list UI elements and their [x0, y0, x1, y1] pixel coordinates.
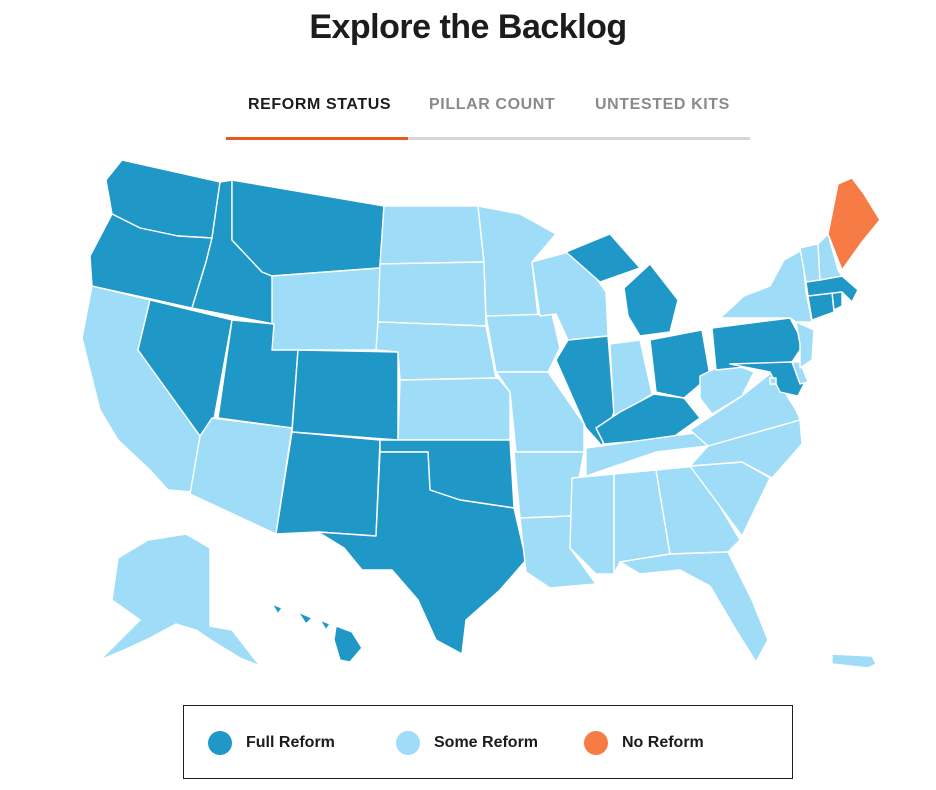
tab-untested-kits[interactable]: UNTESTED KITS	[595, 96, 730, 113]
page-title: Explore the Backlog	[309, 8, 627, 46]
legend-swatch-some-reform	[396, 731, 420, 755]
state-mn[interactable]	[477, 205, 557, 317]
state-nm[interactable]	[275, 431, 381, 537]
state-in[interactable]	[609, 339, 653, 419]
state-wy[interactable]	[271, 267, 381, 351]
state-ga[interactable]	[655, 465, 741, 555]
legend-label-no-reform: No Reform	[622, 734, 704, 751]
state-pa[interactable]	[711, 317, 805, 371]
tab-reform-status[interactable]: REFORM STATUS	[248, 96, 392, 113]
tab-pillar-count[interactable]: PILLAR COUNT	[429, 96, 556, 113]
state-hi[interactable]	[271, 603, 363, 663]
state-me[interactable]	[827, 177, 881, 271]
legend-item-no-reform: No Reform	[584, 731, 704, 755]
state-ks[interactable]	[397, 377, 511, 441]
state-dc[interactable]	[769, 377, 777, 385]
state-co[interactable]	[291, 349, 399, 441]
state-mi[interactable]	[565, 233, 679, 337]
legend-item-full-reform: Full Reform	[208, 731, 335, 755]
us-map	[0, 150, 936, 690]
state-oh[interactable]	[649, 329, 711, 399]
state-az[interactable]	[189, 417, 293, 535]
state-tx[interactable]	[317, 451, 527, 655]
tab-bar: REFORM STATUS PILLAR COUNT UNTESTED KITS	[226, 94, 750, 140]
legend-label-full-reform: Full Reform	[246, 734, 335, 751]
state-ms[interactable]	[569, 473, 615, 575]
legend-swatch-full-reform	[208, 731, 232, 755]
state-ky[interactable]	[595, 393, 701, 445]
state-nh[interactable]	[817, 233, 843, 281]
state-fl[interactable]	[619, 551, 769, 663]
state-ri[interactable]	[831, 291, 843, 311]
state-nj[interactable]	[795, 321, 815, 369]
legend-item-some-reform: Some Reform	[396, 731, 538, 755]
legend-swatch-no-reform	[584, 731, 608, 755]
legend: Full Reform Some Reform No Reform	[183, 705, 793, 779]
state-ia[interactable]	[485, 313, 561, 373]
state-de[interactable]	[791, 361, 809, 385]
state-ny[interactable]	[719, 249, 813, 323]
state-ak[interactable]	[99, 533, 261, 667]
state-mt[interactable]	[231, 179, 385, 277]
state-nd[interactable]	[379, 205, 485, 265]
legend-label-some-reform: Some Reform	[434, 734, 539, 751]
state-pr[interactable]	[831, 653, 877, 669]
active-tab-indicator	[226, 137, 408, 140]
state-sd[interactable]	[377, 261, 487, 327]
